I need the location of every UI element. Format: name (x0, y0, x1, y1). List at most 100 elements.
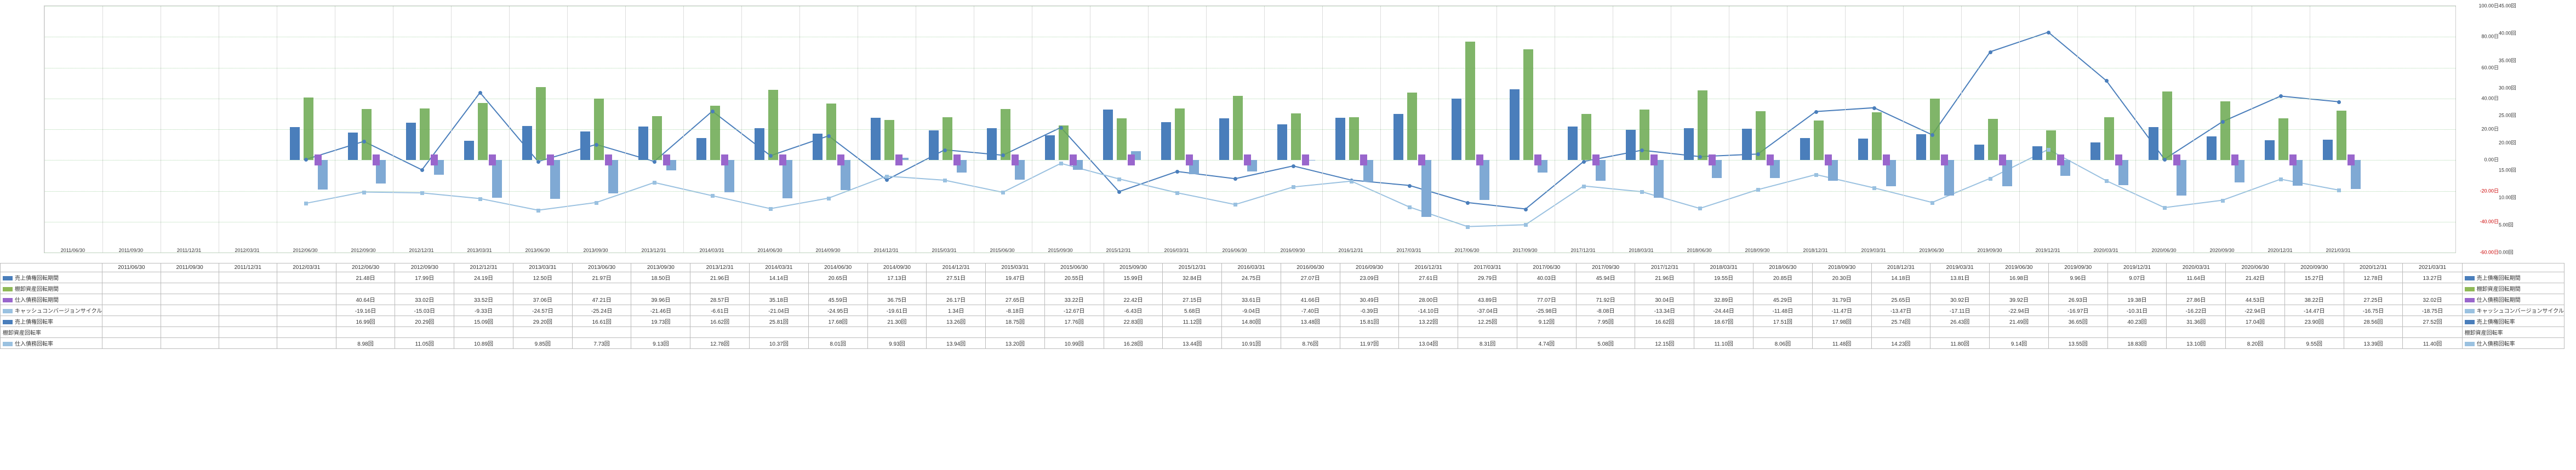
table-cell (1222, 327, 1281, 338)
bar (1999, 154, 2006, 165)
table-cell: 8.20回 (2226, 338, 2285, 349)
table-cell (1517, 283, 1576, 294)
bar (1510, 89, 1520, 160)
table-cell: 23.09日 (1340, 272, 1399, 283)
table-cell: 9.07日 (2107, 272, 2167, 283)
line-point (304, 202, 308, 205)
bar (1186, 154, 1193, 165)
bar (779, 154, 786, 165)
table-header: 2020/09/30 (2284, 263, 2344, 272)
x-axis-label: 2020/06/30 (2135, 248, 2193, 253)
table-cell: -24.57日 (513, 305, 572, 316)
table-cell (1222, 283, 1281, 294)
table-header: 2013/06/30 (572, 263, 631, 272)
line-point (1059, 162, 1063, 165)
table-cell: 17.13日 (867, 272, 927, 283)
table-cell (1044, 283, 1104, 294)
table-cell: 9.93回 (867, 338, 927, 349)
table-cell (2226, 327, 2285, 338)
table-cell: 27.61日 (1399, 272, 1458, 283)
table-cell (277, 272, 336, 283)
x-axis-label: 2012/09/30 (334, 248, 392, 253)
line-point (1350, 180, 1353, 184)
table-cell (277, 294, 336, 305)
table-cell: 44.53日 (2226, 294, 2285, 305)
table-header: 2014/09/30 (867, 263, 927, 272)
table-cell: 13.94回 (927, 338, 986, 349)
table-cell (1399, 283, 1458, 294)
x-axis-label: 2019/09/30 (1961, 248, 2019, 253)
bar (2149, 127, 2158, 160)
table-cell: 37.06日 (513, 294, 572, 305)
table-cell: 11.64日 (2167, 272, 2226, 283)
left-axis-label: -20.00日 (2480, 187, 2499, 194)
table-cell: -21.46日 (631, 305, 690, 316)
table-cell (1753, 327, 1813, 338)
bar (1872, 112, 1882, 160)
x-axis-label: 2013/09/30 (567, 248, 625, 253)
x-axis-label: 2014/03/31 (683, 248, 741, 253)
x-axis-label: 2012/12/31 (392, 248, 450, 253)
bar (1219, 118, 1229, 160)
table-cell (2403, 327, 2462, 338)
table-cell: 12.15回 (1635, 338, 1694, 349)
bar (420, 108, 430, 160)
line-point (1698, 207, 1702, 210)
left-axis-label: 0.00日 (2484, 156, 2499, 163)
bar (1476, 154, 1483, 165)
bar (2104, 117, 2114, 160)
bar (929, 130, 939, 161)
table-cell: 8.98回 (336, 338, 395, 349)
x-axis-label: 2013/12/31 (625, 248, 683, 253)
x-axis-label: 2020/12/31 (2251, 248, 2309, 253)
table-cell (1458, 327, 1517, 338)
x-axis-label: 2012/03/31 (218, 248, 276, 253)
table-header: 2018/03/31 (1694, 263, 1753, 272)
table-cell (2107, 327, 2167, 338)
table-cell (2403, 283, 2462, 294)
bar (2115, 154, 2122, 165)
table-cell (161, 272, 219, 283)
right-axis-label: 15.00回 (2499, 167, 2516, 174)
line-point (1466, 201, 1470, 205)
table-header: 2018/09/30 (1812, 263, 1871, 272)
table-cell: -8.18日 (986, 305, 1045, 316)
bar (362, 109, 372, 160)
table-cell (219, 294, 277, 305)
bar (895, 154, 903, 165)
table-cell: 39.92日 (1990, 294, 2049, 305)
table-cell: 19.73回 (631, 316, 690, 327)
table-cell: 12.78日 (2344, 272, 2403, 283)
table-cell (219, 283, 277, 294)
line-point (885, 175, 889, 179)
table-cell (102, 305, 161, 316)
table-cell: 19.55日 (1694, 272, 1753, 283)
table-cell: 18.75回 (986, 316, 1045, 327)
table-cell: 14.23回 (1871, 338, 1930, 349)
bar (1626, 130, 1636, 160)
table-cell: 11.12回 (1163, 316, 1222, 327)
bar (2032, 146, 2042, 161)
table-cell: 18.50日 (631, 272, 690, 283)
table-cell (808, 283, 867, 294)
bar (2347, 154, 2355, 165)
table-cell: 10.89回 (454, 338, 513, 349)
bar (2231, 154, 2238, 165)
table-cell: 11.80回 (1930, 338, 1990, 349)
line-point (2105, 179, 2109, 183)
line-point (2163, 158, 2167, 162)
row-label: 売上債権回転率 (1, 316, 102, 327)
table-cell (1281, 283, 1340, 294)
x-axis-label: 2021/03/31 (2309, 248, 2367, 253)
x-axis-label: 2017/09/30 (1496, 248, 1554, 253)
table-cell (1930, 283, 1990, 294)
table-cell (277, 305, 336, 316)
line-point (1175, 170, 1179, 174)
line-point (827, 197, 831, 200)
x-axis-label: 2017/06/30 (1438, 248, 1496, 253)
table-cell (161, 305, 219, 316)
table-header: 2021/03/31 (2403, 263, 2462, 272)
table-header: 2011/09/30 (161, 263, 219, 272)
line-point (1989, 177, 1992, 181)
table-cell: -12.67日 (1044, 305, 1104, 316)
